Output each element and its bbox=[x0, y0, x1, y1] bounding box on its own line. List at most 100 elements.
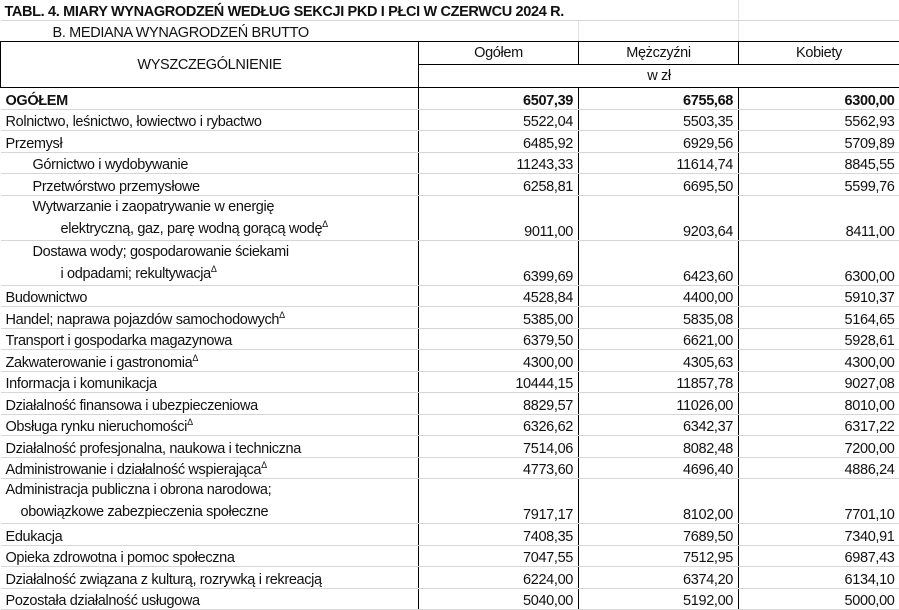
value-men: 6929,56 bbox=[579, 131, 739, 153]
value-total: 7408,35 bbox=[419, 524, 579, 546]
value-men: 11026,00 bbox=[579, 393, 739, 415]
row-label: Administrowanie i działalność wspierając… bbox=[1, 457, 419, 479]
row-label-line: Budownictwo bbox=[6, 290, 88, 306]
table-row: Działalność profesjonalna, naukowa i tec… bbox=[1, 436, 899, 458]
value-men: 4400,00 bbox=[579, 285, 739, 307]
table-row: Administracja publiczna i obrona narodow… bbox=[1, 479, 899, 524]
value-men: 5835,08 bbox=[579, 307, 739, 329]
value-men: 9203,64 bbox=[579, 195, 739, 240]
value-total: 6326,62 bbox=[419, 414, 579, 436]
row-label-line: Dostawa wody; gospodarowanie ściekami bbox=[6, 241, 414, 263]
value-total: 8829,57 bbox=[419, 393, 579, 415]
value-women: 7200,00 bbox=[739, 436, 899, 458]
row-label: Działalność profesjonalna, naukowa i tec… bbox=[1, 436, 419, 458]
row-label: Handel; naprawa pojazdów samochodowychΔ bbox=[1, 307, 419, 329]
value-men: 6755,68 bbox=[579, 88, 739, 110]
value-men: 4696,40 bbox=[579, 457, 739, 479]
row-label-line: Handel; naprawa pojazdów samochodowychΔ bbox=[6, 312, 285, 328]
value-men: 8082,48 bbox=[579, 436, 739, 458]
footnote-mark: Δ bbox=[279, 310, 285, 320]
value-women: 5000,00 bbox=[739, 588, 899, 610]
row-label: Administracja publiczna i obrona narodow… bbox=[1, 479, 419, 524]
value-men: 6695,50 bbox=[579, 174, 739, 196]
value-total: 11243,33 bbox=[419, 152, 579, 174]
value-women: 6987,43 bbox=[739, 545, 899, 567]
value-women: 8411,00 bbox=[739, 195, 899, 240]
row-label: Obsługa rynku nieruchomościΔ bbox=[1, 414, 419, 436]
value-men: 6374,20 bbox=[579, 567, 739, 589]
row-label-line: Administrowanie i działalność wspierając… bbox=[6, 462, 267, 478]
table-row: Działalność finansowa i ubezpieczeniowa 8… bbox=[1, 393, 899, 415]
value-men: 4305,63 bbox=[579, 350, 739, 372]
row-label-line: obowiązkowe zabezpieczenia społeczne bbox=[6, 501, 414, 523]
value-total: 6258,81 bbox=[419, 174, 579, 196]
row-label: Edukacja bbox=[1, 524, 419, 546]
value-total: 6379,50 bbox=[419, 328, 579, 350]
value-women: 5709,89 bbox=[739, 131, 899, 153]
table-row: Działalność związana z kulturą, rozrywką… bbox=[1, 567, 899, 589]
footnote-mark: Δ bbox=[261, 460, 267, 470]
value-total: 7917,17 bbox=[419, 479, 579, 524]
row-label: Działalność finansowa i ubezpieczeniowa bbox=[1, 393, 419, 415]
value-men: 11614,74 bbox=[579, 152, 739, 174]
value-total: 5385,00 bbox=[419, 307, 579, 329]
value-women: 9027,08 bbox=[739, 371, 899, 393]
row-label: OGÓŁEM bbox=[1, 88, 419, 110]
value-women: 6300,00 bbox=[739, 240, 899, 285]
row-label: Przemysł bbox=[1, 131, 419, 153]
value-men: 7689,50 bbox=[579, 524, 739, 546]
row-label: Zakwaterowanie i gastronomiaΔ bbox=[1, 350, 419, 372]
header-label: WYSZCZEGÓLNIENIE bbox=[1, 42, 419, 88]
subtitle-row: B. MEDIANA WYNAGRODZEŃ BRUTTO bbox=[1, 21, 899, 42]
value-total: 6507,39 bbox=[419, 88, 579, 110]
row-label: Górnictwo i wydobywanie bbox=[1, 152, 419, 174]
row-label-line: Górnictwo i wydobywanie bbox=[6, 157, 189, 173]
value-women: 6300,00 bbox=[739, 88, 899, 110]
value-total: 5040,00 bbox=[419, 588, 579, 610]
header-col-total: Ogółem bbox=[419, 42, 579, 65]
value-total: 4528,84 bbox=[419, 285, 579, 307]
table-row: Handel; naprawa pojazdów samochodowychΔ 5… bbox=[1, 307, 899, 329]
value-women: 8845,55 bbox=[739, 152, 899, 174]
value-women: 5164,65 bbox=[739, 307, 899, 329]
row-label: Informacja i komunikacja bbox=[1, 371, 419, 393]
row-label-line: Wytwarzanie i zaopatrywanie w energię bbox=[6, 196, 414, 218]
value-men: 7512,95 bbox=[579, 545, 739, 567]
row-label-line: Administracja publiczna i obrona narodow… bbox=[6, 479, 414, 501]
header-col-men: Mężczyźni bbox=[579, 42, 739, 65]
row-label: Przetwórstwo przemysłowe bbox=[1, 174, 419, 196]
value-men: 6423,60 bbox=[579, 240, 739, 285]
row-label: Opieka zdrowotna i pomoc społeczna bbox=[1, 545, 419, 567]
value-women: 4886,24 bbox=[739, 457, 899, 479]
row-label-line: Edukacja bbox=[6, 529, 63, 545]
row-label: Budownictwo bbox=[1, 285, 419, 307]
value-total: 4773,60 bbox=[419, 457, 579, 479]
header-row: WYSZCZEGÓLNIENIE Ogółem Mężczyźni Kobiet… bbox=[1, 42, 899, 65]
value-women: 8010,00 bbox=[739, 393, 899, 415]
header-unit: w zł bbox=[419, 65, 899, 88]
value-total: 9011,00 bbox=[419, 195, 579, 240]
title-row: TABL. 4. MIARY WYNAGRODZEŃ WEDŁUG SEKCJI… bbox=[1, 0, 899, 21]
row-label: Pozostała działalność usługowa bbox=[1, 588, 419, 610]
footnote-mark: Δ bbox=[187, 417, 193, 427]
row-label-line: i odpadami; rekultywacjaΔ bbox=[6, 263, 414, 285]
row-label-line: Zakwaterowanie i gastronomiaΔ bbox=[6, 355, 199, 371]
row-label-line: Działalność finansowa i ubezpieczeniowa bbox=[6, 398, 258, 414]
table-row: Rolnictwo, leśnictwo, łowiectwo i rybact… bbox=[1, 109, 899, 131]
value-men: 5503,35 bbox=[579, 109, 739, 131]
footnote-mark: Δ bbox=[192, 353, 198, 363]
header-col-women: Kobiety bbox=[739, 42, 899, 65]
row-label: Transport i gospodarka magazynowa bbox=[1, 328, 419, 350]
value-women: 5599,76 bbox=[739, 174, 899, 196]
